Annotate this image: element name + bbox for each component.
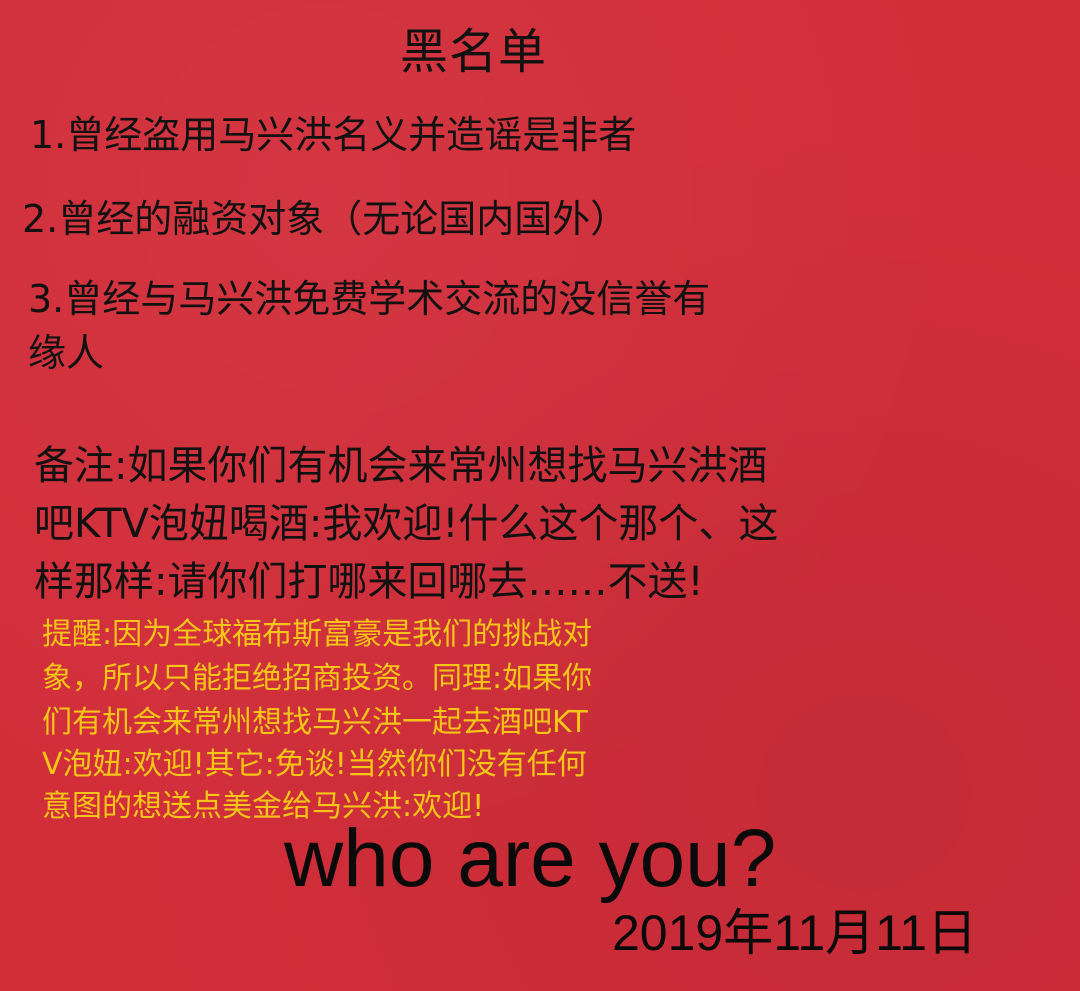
note-line-1: 备注:如果你们有机会来常州想找马兴洪酒 (34, 443, 768, 489)
blacklist-item-2: 2.曾经的融资对象（无论国内国外） (22, 197, 629, 241)
reminder-line-5: 意图的想送点美金给马兴洪:欢迎! (42, 789, 485, 824)
blacklist-item-3: 3.曾经与马兴洪免费学术交流的没信誉有 (28, 277, 711, 321)
reminder-line-3: 们有机会来常州想找马兴洪一起去酒吧KT (42, 705, 588, 740)
tagline: who are you? (284, 813, 777, 904)
note-line-2: 吧KTV泡妞喝酒:我欢迎!什么这个那个、这 (34, 501, 779, 547)
page-title: 黑名单 (400, 24, 548, 80)
note-line-3: 样那样:请你们打哪来回哪去……不送! (34, 559, 704, 605)
reminder-line-1: 提醒:因为全球福布斯富豪是我们的挑战对 (42, 617, 593, 652)
reminder-line-4: V泡妞:欢迎!其它:免谈!当然你们没有任何 (42, 747, 587, 782)
date-stamp: 2019年11月11日 (612, 905, 978, 961)
blacklist-item-3-continued: 缘人 (28, 331, 105, 375)
reminder-line-2: 象，所以只能拒绝招商投资。同理:如果你 (42, 661, 593, 696)
blacklist-item-1: 1.曾经盗用马兴洪名义并造谣是非者 (30, 113, 637, 157)
